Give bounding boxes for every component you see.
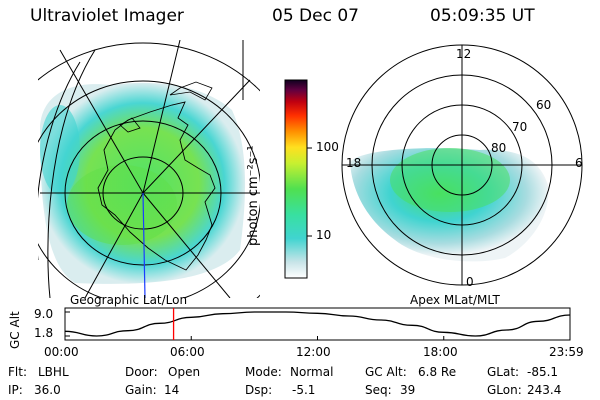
colorbar [284, 79, 312, 279]
mlt-label-12: 12 [456, 47, 472, 61]
mode-label: Mode: [245, 365, 282, 379]
gcalt-value: 6.8 Re [418, 365, 457, 379]
colorbar-unit-label: photon cm⁻²s⁻¹ [246, 145, 261, 246]
apex-caption: Apex MLat/MLT [410, 293, 500, 307]
glon-label: GLon: [487, 383, 522, 397]
colorbar-label-100: 100 [316, 140, 339, 154]
mlat-grid [341, 44, 583, 286]
gain-value: 14 [164, 383, 180, 397]
orbit-xtick-0: 00:00 [44, 345, 79, 359]
geographic-image [38, 40, 260, 298]
orbit-altitude-line [64, 311, 571, 337]
orbit-xtick-6: 06:00 [170, 345, 205, 359]
coastline [97, 101, 216, 271]
date-label: 05 Dec 07 [272, 6, 359, 26]
gain-label: Gain: [125, 383, 157, 397]
door-value: Open [168, 365, 201, 379]
seq-value: 39 [400, 383, 416, 397]
ip-value: 36.0 [34, 383, 61, 397]
mlt-label-18: 18 [346, 156, 362, 170]
colorbar-label-10: 10 [316, 228, 332, 242]
orbit-ylabel: GC Alt [8, 311, 22, 349]
colorbar-gradient [284, 79, 308, 279]
orbit-ytick-1-8: 1.8 [34, 326, 54, 340]
mlat-label-80: 80 [491, 141, 507, 155]
orbit-plot [64, 307, 571, 341]
mlat-label-60: 60 [536, 98, 552, 112]
mlt-label-6: 6 [575, 156, 583, 170]
door-label: Door: [125, 365, 158, 379]
glat-label: GLat: [487, 365, 520, 379]
flt-value: LBHL [38, 365, 69, 379]
orbit-xtick-12: 12:00 [296, 345, 331, 359]
dsp-value: -5.1 [292, 383, 316, 397]
orbit-ytick-9: 9.0 [34, 307, 54, 321]
orbit-xtick-24: 23:59 [549, 345, 584, 359]
glat-value: -85.1 [527, 365, 559, 379]
geographic-caption: Geographic Lat/Lon [70, 293, 188, 307]
meridian-line [142, 192, 146, 298]
glon-value: 243.4 [527, 383, 562, 397]
mlat-label-70: 70 [512, 120, 528, 134]
seq-label: Seq: [365, 383, 392, 397]
orbit-xtick-18: 18:00 [423, 345, 458, 359]
instrument-title: Ultraviolet Imager [30, 6, 184, 26]
polar-image [341, 44, 583, 286]
mode-value: Normal [290, 365, 334, 379]
flt-label: Flt: [8, 365, 27, 379]
mlt-label-0: 0 [466, 275, 474, 289]
longitude-grid [38, 40, 260, 298]
gcalt-label: GC Alt: [365, 365, 407, 379]
dsp-label: Dsp: [245, 383, 273, 397]
time-label: 05:09:35 UT [430, 6, 535, 26]
orbit-axis-ticks [64, 311, 571, 340]
ip-label: IP: [8, 383, 23, 397]
